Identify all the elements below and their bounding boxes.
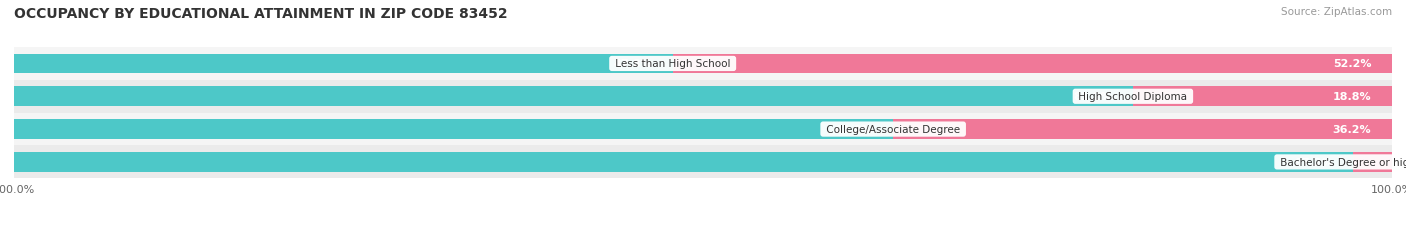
Text: 47.8%: 47.8% [613, 59, 652, 69]
Text: OCCUPANCY BY EDUCATIONAL ATTAINMENT IN ZIP CODE 83452: OCCUPANCY BY EDUCATIONAL ATTAINMENT IN Z… [14, 7, 508, 21]
Text: 18.8%: 18.8% [1333, 92, 1371, 102]
Bar [672, 54, 1392, 74]
Bar [14, 113, 1392, 146]
Bar [14, 146, 1392, 179]
Text: 52.2%: 52.2% [1333, 59, 1371, 69]
Text: 97.2%: 97.2% [1294, 157, 1333, 167]
Text: Source: ZipAtlas.com: Source: ZipAtlas.com [1281, 7, 1392, 17]
Bar [14, 81, 1392, 113]
Text: College/Associate Degree: College/Associate Degree [823, 125, 963, 134]
Text: 81.2%: 81.2% [1074, 92, 1112, 102]
Bar [893, 120, 1392, 139]
Bar [14, 87, 1133, 107]
Bar [14, 120, 893, 139]
Bar [14, 54, 672, 74]
Text: Less than High School: Less than High School [612, 59, 734, 69]
Bar [14, 152, 1354, 172]
Bar [14, 48, 1392, 81]
Bar [1354, 152, 1392, 172]
Bar [1133, 87, 1392, 107]
Text: 36.2%: 36.2% [1333, 125, 1371, 134]
Text: 63.8%: 63.8% [834, 125, 873, 134]
Text: High School Diploma: High School Diploma [1076, 92, 1191, 102]
Text: Bachelor's Degree or higher: Bachelor's Degree or higher [1277, 157, 1406, 167]
